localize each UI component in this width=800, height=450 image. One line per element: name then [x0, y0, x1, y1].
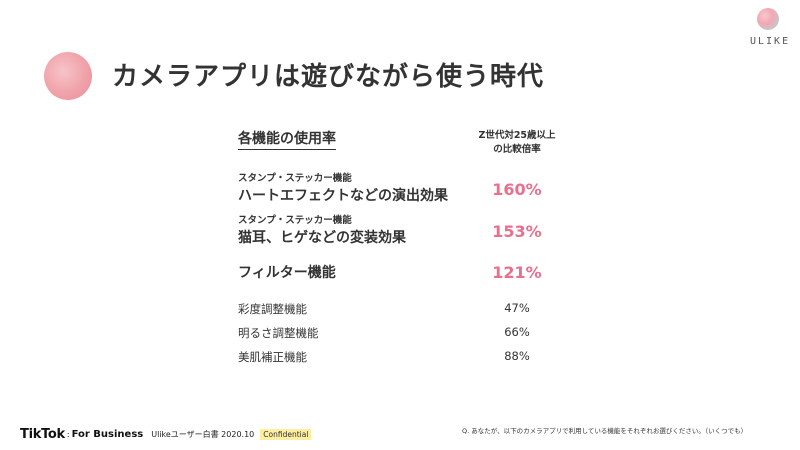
row-label: フィルター機能 [238, 265, 336, 281]
row-value: 66% [504, 325, 530, 339]
for-business-label: For Business [71, 429, 144, 440]
row-value: 121% [492, 263, 542, 282]
table-row: スタンプ・ステッカー機能 ハートエフェクトなどの演出効果 160% [238, 172, 578, 206]
row-label: 明るさ調整機能 [238, 326, 319, 340]
table-header-usage-rate: 各機能の使用率 [238, 128, 336, 150]
tiktok-logo: TikTok [20, 427, 65, 442]
table-row: 彩度調整機能 47% [238, 301, 578, 317]
footer: TikTok : For Business Ulikeユーザー白書 2020.1… [20, 427, 312, 442]
brand-logo: ULIKE [750, 8, 791, 47]
row-value: 88% [504, 349, 530, 363]
row-label: 美肌補正機能 [238, 350, 307, 364]
row-value: 160% [492, 180, 542, 199]
table-row: 明るさ調整機能 66% [238, 325, 578, 341]
table-row: スタンプ・ステッカー機能 猫耳、ヒゲなどの変装効果 153% [238, 214, 578, 248]
row-label: ハートエフェクトなどの演出効果 [238, 188, 448, 204]
row-category: スタンプ・ステッカー機能 [238, 173, 352, 184]
confidential-badge: Confidential [260, 429, 312, 440]
row-value: 47% [504, 301, 530, 315]
brand-wordmark: ULIKE [750, 36, 791, 47]
row-label: 彩度調整機能 [238, 302, 307, 316]
row-category: スタンプ・ステッカー機能 [238, 215, 352, 226]
table-header-ratio: Z世代対25歳以上 の比較倍率 [462, 129, 572, 157]
table-row: フィルター機能 121% [238, 263, 578, 283]
logo-separator: : [66, 430, 70, 439]
row-value: 153% [492, 222, 542, 241]
table-header-ratio-line2: の比較倍率 [493, 144, 541, 155]
document-name: Ulikeユーザー白書 2020.10 [151, 430, 255, 439]
ulike-logo-icon [757, 8, 779, 30]
page-title: カメラアプリは遊びながら使う時代 [112, 62, 545, 92]
row-label: 猫耳、ヒゲなどの変装効果 [238, 230, 406, 246]
survey-question-note: Q. あなたが、以下のカメラアプリで利用している機能をそれぞれお選びください。（… [462, 427, 748, 435]
table-row: 美肌補正機能 88% [238, 349, 578, 365]
title-orb-icon [44, 52, 92, 100]
table-header-ratio-line1: Z世代対25歳以上 [478, 130, 556, 141]
